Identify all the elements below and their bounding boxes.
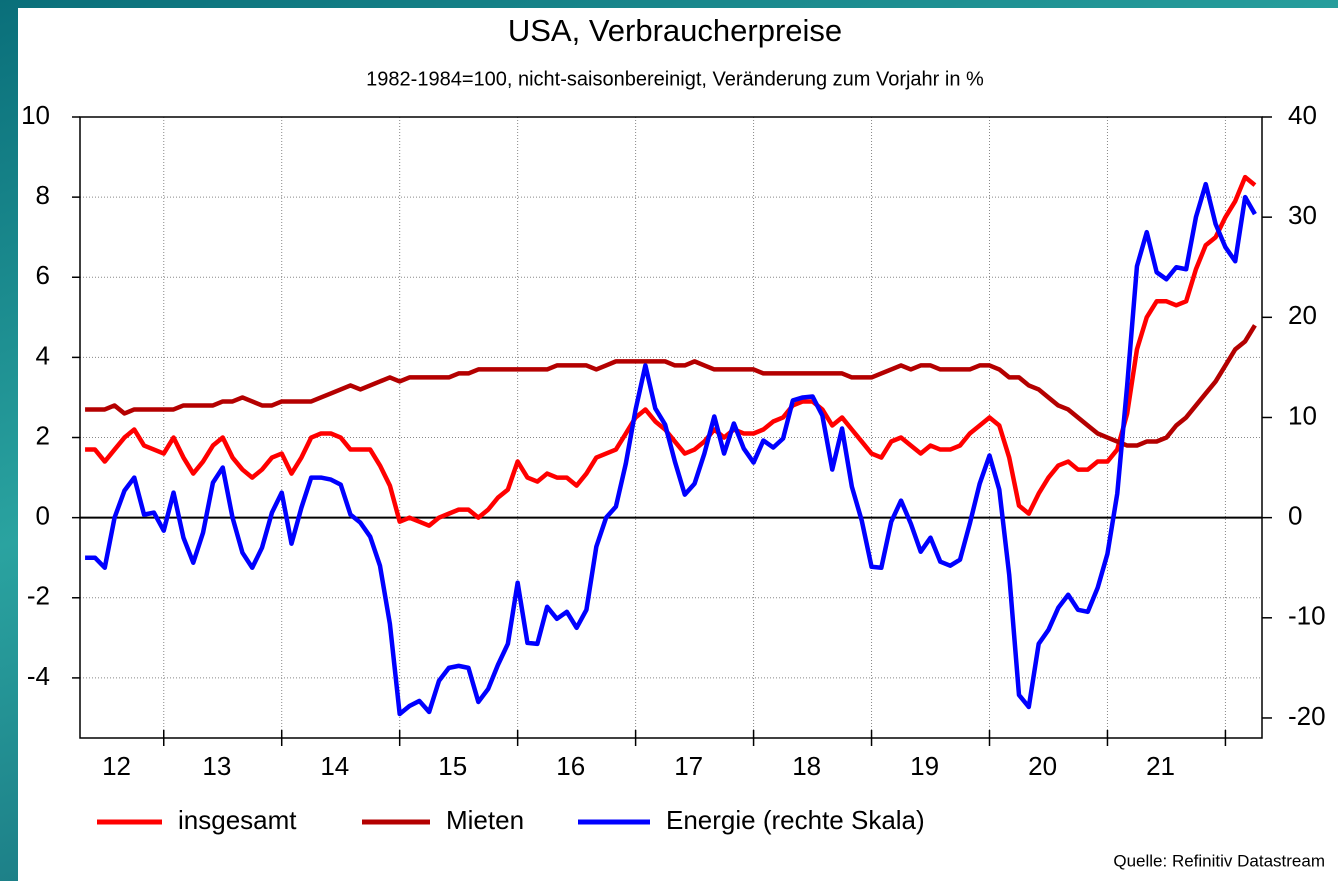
y2-tick-label: 30: [1288, 200, 1317, 230]
y2-tick-label: 40: [1288, 100, 1317, 130]
y2-tick-label: -20: [1288, 701, 1326, 731]
y2-tick-label: 20: [1288, 300, 1317, 330]
y2-tick-label: 0: [1288, 501, 1302, 531]
y-tick-label: 8: [36, 180, 50, 210]
chart-title: USA, Verbraucherpreise: [508, 13, 842, 48]
x-tick-label: 21: [1146, 751, 1175, 781]
y-tick-label: -4: [27, 661, 50, 691]
y-tick-label: 4: [36, 340, 50, 370]
y-tick-label: 6: [36, 260, 50, 290]
x-tick-label: 19: [910, 751, 939, 781]
chart-subtitle: 1982-1984=100, nicht-saisonbereinigt, Ve…: [366, 68, 984, 90]
x-tick-label: 14: [320, 751, 349, 781]
y2-tick-label: -10: [1288, 601, 1326, 631]
x-tick-label: 20: [1028, 751, 1057, 781]
x-tick-label: 12: [102, 751, 131, 781]
source: Quelle: Refinitiv Datastream: [1113, 851, 1325, 870]
y-tick-label: 10: [21, 100, 50, 130]
legend-label: Energie (rechte Skala): [666, 805, 925, 835]
legend-label: Mieten: [446, 805, 524, 835]
x-tick-label: 16: [556, 751, 585, 781]
x-tick-label: 13: [202, 751, 231, 781]
y-tick-label: -2: [27, 581, 50, 611]
legend-label: insgesamt: [178, 805, 297, 835]
y2-tick-label: 10: [1288, 400, 1317, 430]
x-tick-label: 15: [438, 751, 467, 781]
y-tick-label: 2: [36, 420, 50, 450]
x-tick-label: 18: [792, 751, 821, 781]
y-tick-label: 0: [36, 501, 50, 531]
page: USA, Verbraucherpreise 1982-1984=100, ni…: [0, 0, 1338, 881]
chart: USA, Verbraucherpreise 1982-1984=100, ni…: [0, 0, 1338, 881]
x-tick-label: 17: [674, 751, 703, 781]
